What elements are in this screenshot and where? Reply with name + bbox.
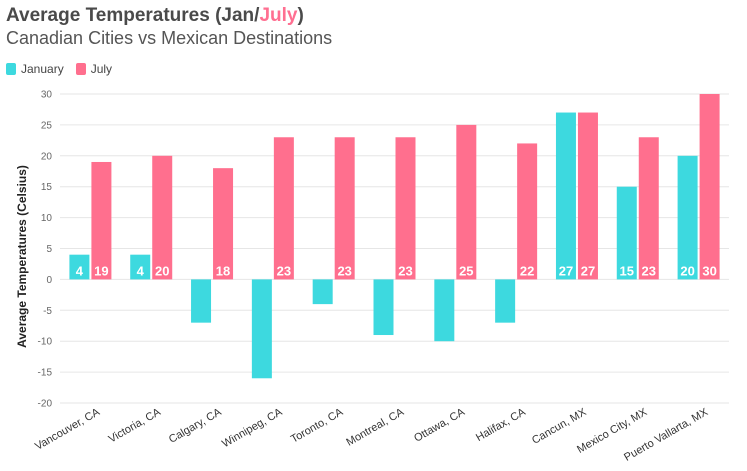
data-label-january: -4: [317, 263, 329, 278]
bar-july[interactable]: [577, 112, 598, 280]
data-label-january: 20: [680, 263, 694, 278]
y-tick-label: -15: [38, 368, 53, 379]
bar-january[interactable]: [616, 186, 637, 280]
data-labels: 4 19 4 20 -7 18 -16 23 -4 23 -9 23 -10 25 -7 22 27 27 15 23…: [76, 263, 717, 278]
bar-july[interactable]: [638, 137, 659, 280]
bar-july[interactable]: [273, 137, 294, 280]
data-label-january: 27: [559, 263, 573, 278]
data-label-july: 18: [216, 263, 230, 278]
x-tick-label: Cancun, MX: [530, 406, 589, 447]
bar-january[interactable]: [251, 279, 272, 379]
bar-july[interactable]: [395, 137, 416, 280]
bars: [69, 94, 720, 379]
bar-january[interactable]: [677, 155, 698, 280]
x-tick-label: Halifax, CA: [474, 406, 528, 444]
y-axis-title: Average Temperatures (Celsius): [15, 165, 29, 348]
chart-title-suffix: ): [297, 5, 304, 26]
x-tick-label: Vancouver, CA: [33, 406, 102, 453]
legend-item-july[interactable]: July: [75, 62, 113, 76]
chart-title: Average Temperatures (Jan/July): [6, 5, 304, 27]
bar-july[interactable]: [517, 143, 538, 280]
data-label-january: -7: [195, 263, 207, 278]
data-label-january: 15: [620, 263, 634, 278]
bar-january[interactable]: [130, 254, 151, 280]
x-tick-label: Victoria, CA: [107, 406, 164, 446]
data-label-july: 23: [398, 263, 412, 278]
bar-january[interactable]: [434, 279, 455, 342]
y-axis-ticks: -20 -15 -10 -5 0 5 10 15 20 25 30: [38, 90, 53, 410]
chart-title-prefix: Average Temperatures (Jan/: [6, 5, 260, 26]
y-tick-label: -10: [38, 337, 53, 348]
data-label-january: -9: [378, 263, 390, 278]
legend-label-july: July: [90, 62, 113, 76]
legend-swatch-july: [75, 63, 86, 75]
data-label-july: 20: [155, 263, 169, 278]
bar-july[interactable]: [91, 161, 112, 280]
bar-january[interactable]: [373, 279, 394, 336]
bar-january[interactable]: [495, 279, 516, 323]
y-tick-label: -5: [43, 306, 52, 317]
x-tick-label: Toronto, CA: [289, 406, 346, 446]
data-label-january: -16: [252, 263, 271, 278]
bar-july[interactable]: [334, 137, 355, 280]
data-label-july: 19: [94, 263, 108, 278]
legend-swatch-january: [6, 63, 16, 75]
data-label-july: 23: [642, 263, 656, 278]
data-label-january: 4: [76, 263, 84, 278]
bar-january[interactable]: [69, 254, 90, 280]
legend-label-january: January: [21, 62, 64, 76]
x-axis-labels: Vancouver, CA Victoria, CA Calgary, CAWinn…: [33, 406, 711, 464]
y-tick-label: 5: [46, 244, 52, 255]
chart-title-highlight: July: [259, 5, 298, 26]
bar-july[interactable]: [213, 168, 234, 280]
x-tick-label: Calgary, CA: [167, 406, 224, 446]
y-tick-label: 30: [41, 90, 53, 101]
x-tick-label: Ottawa, CA: [412, 406, 467, 445]
data-label-july: 30: [702, 263, 716, 278]
data-label-july: 25: [459, 263, 473, 278]
x-tick-label: Montreal, CA: [344, 406, 406, 449]
legend-item-january[interactable]: January: [6, 62, 64, 76]
y-tick-label: 10: [41, 213, 53, 224]
data-label-july: 27: [581, 263, 595, 278]
bar-july[interactable]: [456, 124, 477, 280]
y-tick-label: 20: [41, 151, 53, 162]
y-tick-label: 25: [41, 120, 53, 131]
bar-july[interactable]: [699, 94, 720, 280]
chart-subtitle: Canadian Cities vs Mexican Destinations: [6, 28, 333, 48]
y-tick-label: 0: [46, 275, 52, 286]
data-label-january: -10: [435, 263, 454, 278]
data-label-july: 22: [520, 263, 534, 278]
y-tick-label: -20: [38, 399, 53, 410]
bar-january[interactable]: [312, 279, 333, 305]
bar-january[interactable]: [555, 112, 576, 280]
legend: January July: [6, 62, 124, 76]
data-label-january: -7: [499, 263, 511, 278]
bar-july[interactable]: [152, 155, 173, 280]
x-tick-label: Winnipeg, CA: [220, 406, 285, 450]
bar-january[interactable]: [191, 279, 212, 323]
data-label-july: 23: [337, 263, 351, 278]
data-label-january: 4: [137, 263, 145, 278]
y-tick-label: 15: [41, 182, 53, 193]
data-label-july: 23: [277, 263, 291, 278]
